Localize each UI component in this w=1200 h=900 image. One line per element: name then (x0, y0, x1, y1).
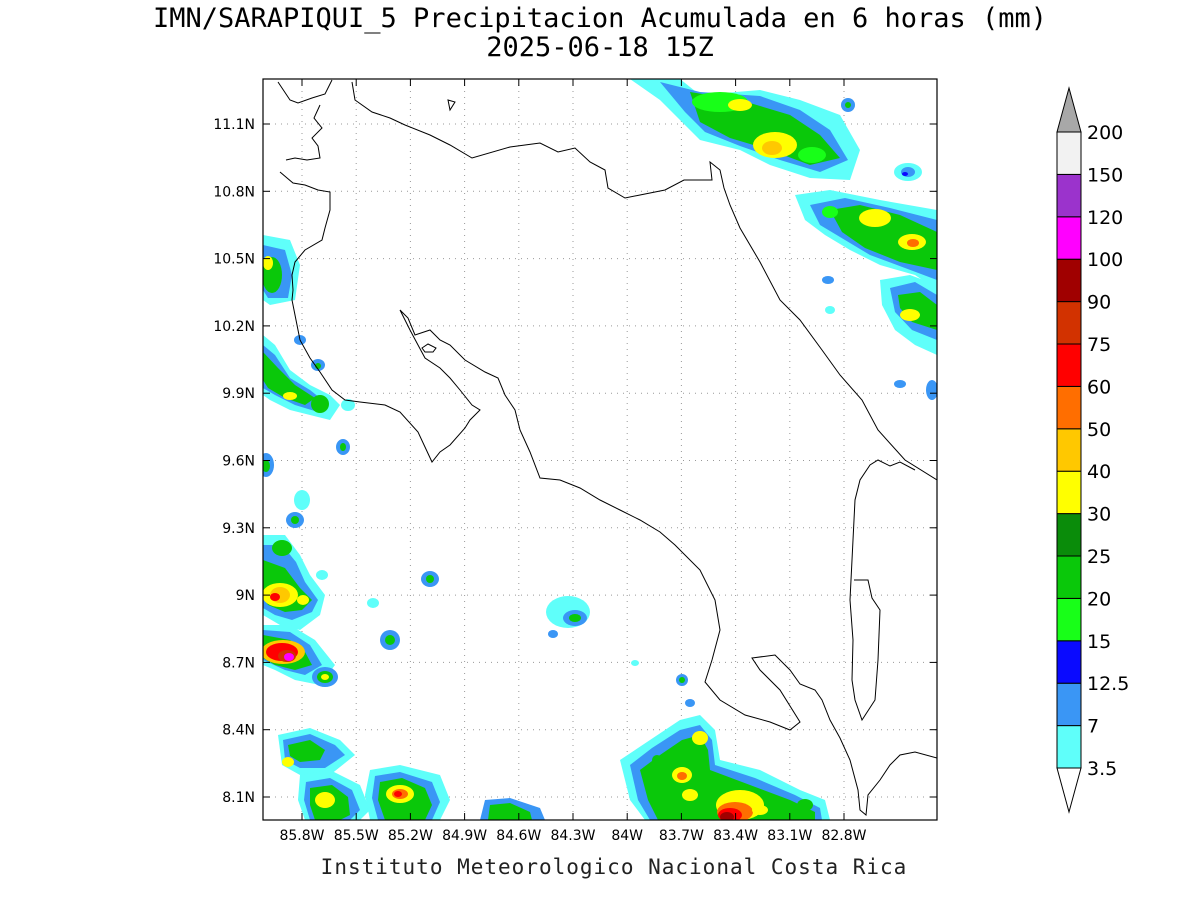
colorbar-swatch (1056, 470, 1082, 515)
colorbar-over-arrow (1056, 86, 1082, 133)
colorbar-level-label: 50 (1087, 419, 1111, 441)
colorbar-level-label: 3.5 (1087, 758, 1117, 780)
lon-tick-label: 85.5W (334, 828, 379, 844)
colorbar-swatch (1056, 555, 1082, 599)
precip-fields (263, 79, 937, 820)
colorbar: 3.5 7 12.5 15 20 25 30 40 50 60 75 90 100 120 150 200 (1056, 86, 1129, 814)
colorbar-swatch (1056, 131, 1082, 175)
lon-tick-label: 85.8W (279, 828, 324, 844)
footer-credit: Instituto Meteorologico Nacional Costa R… (320, 855, 908, 879)
lon-tick-label: 84.3W (550, 828, 595, 844)
lat-tick-label: 10.8N (213, 184, 255, 200)
lat-tick-label: 9N (236, 588, 255, 604)
lat-tick-label: 11.1N (213, 117, 255, 133)
colorbar-swatch (1056, 301, 1082, 345)
colorbar-level-label: 20 (1087, 588, 1111, 610)
colorbar-swatch (1056, 428, 1082, 472)
colorbar-level-label: 200 (1087, 122, 1123, 144)
lat-tick-label: 9.3N (222, 521, 255, 537)
lat-tick-label: 8.1N (222, 790, 255, 806)
colorbar-swatch (1056, 682, 1082, 727)
lat-tick-label: 8.7N (222, 655, 255, 671)
lon-tick-label: 82.8W (821, 828, 866, 844)
lat-tick-label: 8.4N (222, 723, 255, 739)
lon-tick-label: 83.7W (659, 828, 704, 844)
colorbar-under-arrow (1056, 767, 1082, 814)
map-subtitle: 2025-06-18 15Z (486, 32, 714, 63)
lat-tick-label: 10.5N (213, 252, 255, 268)
colorbar-swatch (1056, 258, 1082, 303)
colorbar-level-label: 75 (1087, 334, 1111, 356)
colorbar-level-label: 12.5 (1087, 673, 1129, 695)
precip-cluster-southwest (263, 535, 639, 687)
colorbar-swatch (1056, 343, 1082, 387)
lat-tick-label: 9.9N (222, 386, 255, 402)
lon-tick-label: 83.1W (767, 828, 812, 844)
colorbar-level-label: 30 (1087, 504, 1111, 526)
lon-tick-label: 84W (611, 828, 643, 844)
axis-ticks: 11.1N 10.8N 10.5N 10.2N 9.9N 9.6N 9.3N 9N 8.7N 8.… (213, 79, 937, 844)
colorbar-level-label: 60 (1087, 376, 1111, 398)
colorbar-level-label: 100 (1087, 249, 1123, 271)
map-grid (263, 79, 937, 820)
lon-tick-label: 85.2W (388, 828, 433, 844)
lon-tick-label: 84.9W (442, 828, 487, 844)
colorbar-swatch (1056, 173, 1082, 218)
map-title: IMN/SARAPIQUI_5 Precipitacion Acumulada … (152, 3, 1048, 34)
colorbar-level-label: 7 (1087, 716, 1099, 738)
precip-cluster-northeast (630, 79, 937, 400)
map-frame (262, 78, 938, 821)
precip-cluster-south (278, 674, 830, 820)
colorbar-swatch (1056, 597, 1082, 642)
coastlines (277, 79, 937, 816)
colorbar-level-label: 150 (1087, 164, 1123, 186)
colorbar-swatch (1056, 216, 1082, 260)
colorbar-level-label: 40 (1087, 461, 1111, 483)
colorbar-level-label: 90 (1087, 292, 1111, 314)
colorbar-swatch (1056, 513, 1082, 557)
precip-cluster-west (263, 235, 355, 528)
colorbar-swatch (1056, 385, 1082, 430)
lon-tick-label: 84.6W (496, 828, 541, 844)
lat-tick-label: 10.2N (213, 319, 255, 335)
colorbar-swatch (1056, 725, 1082, 769)
colorbar-level-label: 120 (1087, 207, 1123, 229)
colorbar-level-label: 25 (1087, 546, 1111, 568)
colorbar-swatch (1056, 640, 1082, 684)
lat-tick-label: 9.6N (222, 454, 255, 470)
colorbar-level-label: 15 (1087, 631, 1111, 653)
lon-tick-label: 83.4W (713, 828, 758, 844)
